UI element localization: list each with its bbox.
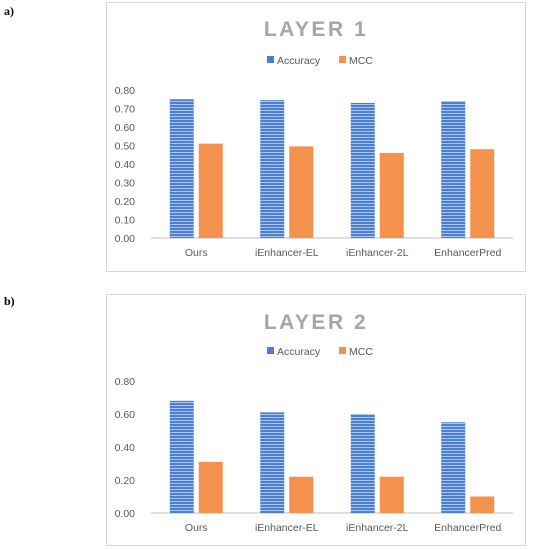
bar-mcc-1: [289, 476, 314, 513]
bar-accuracy-0: [169, 400, 194, 513]
legend-label-accuracy: Accuracy: [277, 55, 321, 67]
y-tick-label: 0.40: [115, 159, 136, 171]
bar-accuracy-3: [441, 101, 466, 238]
bar-mcc-1: [289, 146, 314, 238]
y-tick-label: 0.60: [115, 122, 136, 134]
bar-accuracy-0: [169, 99, 194, 238]
legend-swatch-mcc: [339, 56, 346, 63]
y-tick-label: 0.10: [115, 215, 136, 227]
legend-swatch-accuracy: [267, 56, 274, 63]
y-tick-label: 0.30: [115, 178, 136, 190]
legend-swatch-accuracy: [267, 347, 274, 354]
bar-mcc-2: [379, 152, 404, 238]
y-tick-label: 0.20: [115, 475, 136, 487]
bar-accuracy-1: [260, 100, 285, 238]
y-tick-label: 0.70: [115, 104, 136, 116]
bar-mcc-0: [198, 461, 223, 513]
bar-accuracy-2: [350, 102, 375, 238]
chart-layer-1-svg: LAYER 1 Accuracy MCC 0.00 0.10 0.20 0.30 0.40 0.…: [115, 18, 513, 259]
bar-mcc-0: [198, 143, 223, 238]
chart-layer-1: LAYER 1 Accuracy MCC 0.00 0.10 0.20 0.30 0.40 0.…: [106, 2, 526, 272]
bar-mcc-3: [470, 149, 495, 238]
y-tick-label: 0.80: [115, 85, 136, 97]
legend-label-accuracy: Accuracy: [277, 346, 321, 358]
y-tick-label: 0.60: [115, 409, 136, 421]
legend-label-mcc: MCC: [349, 346, 373, 358]
legend-swatch-mcc: [339, 347, 346, 354]
y-tick-label: 0.80: [115, 376, 136, 388]
x-category-label: EnhancerPred: [434, 522, 501, 534]
chart-title: LAYER 2: [264, 311, 368, 334]
bar-accuracy-2: [350, 414, 375, 513]
chart-title: LAYER 1: [264, 18, 368, 41]
x-category-label: iEnhancer-EL: [255, 522, 319, 534]
panel-label-a: a): [4, 4, 14, 18]
bar-accuracy-1: [260, 412, 285, 513]
bar-mcc-2: [379, 476, 404, 513]
chart-layer-2-svg: LAYER 2 Accuracy MCC 0.00 0.20 0.40 0.60 0.80 Ou…: [115, 311, 513, 534]
x-category-label: EnhancerPred: [434, 247, 501, 259]
y-tick-label: 0.50: [115, 141, 136, 153]
x-category-label: Ours: [185, 522, 208, 534]
x-category-label: iEnhancer-EL: [255, 247, 319, 259]
y-tick-label: 0.00: [115, 508, 136, 520]
bar-mcc-3: [470, 496, 495, 513]
y-tick-label: 0.40: [115, 442, 136, 454]
x-category-label: Ours: [185, 247, 208, 259]
chart-layer-2: LAYER 2 Accuracy MCC 0.00 0.20 0.40 0.60 0.80 Ou…: [106, 294, 526, 546]
legend-label-mcc: MCC: [349, 55, 373, 67]
x-category-label: iEnhancer-2L: [346, 522, 409, 534]
panel-label-b: b): [4, 294, 15, 308]
y-tick-label: 0.20: [115, 196, 136, 208]
y-tick-label: 0.00: [115, 233, 136, 245]
x-category-label: iEnhancer-2L: [346, 247, 409, 259]
bar-accuracy-3: [441, 422, 466, 513]
